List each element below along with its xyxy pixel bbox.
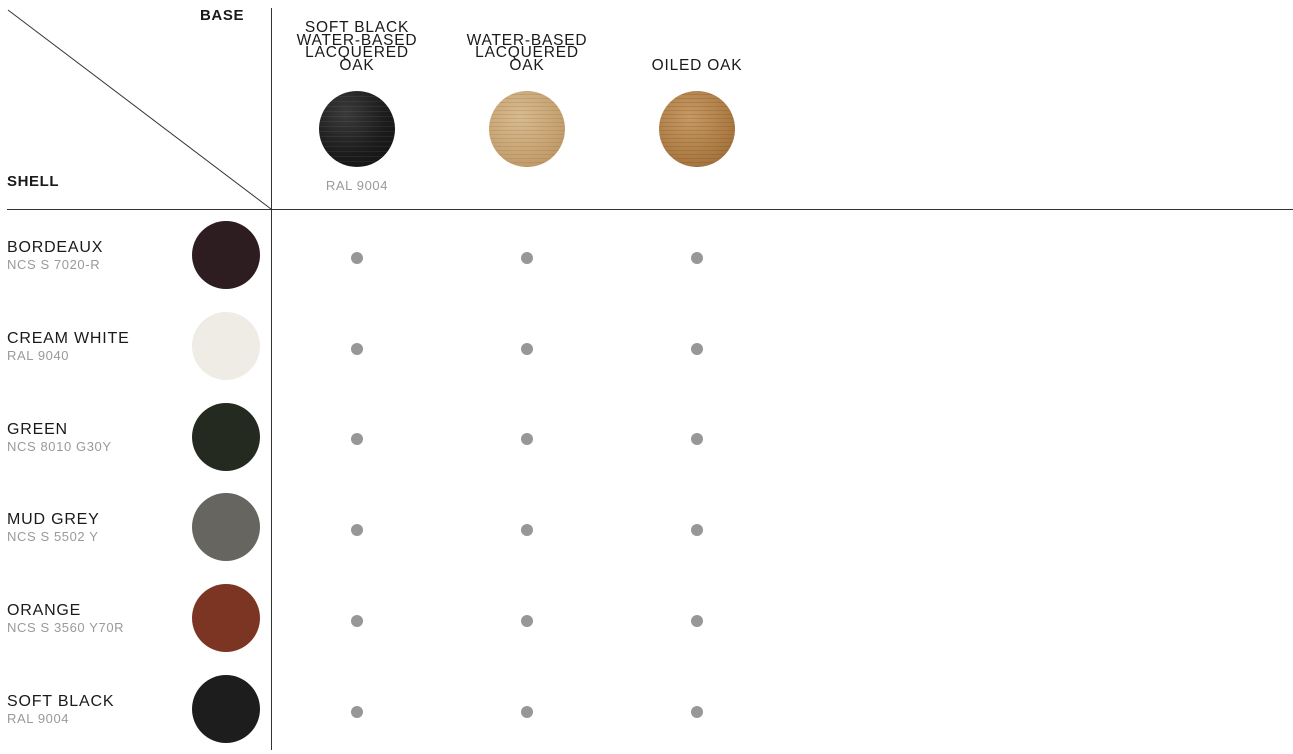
shell-name: GREEN bbox=[7, 421, 68, 438]
availability-dot bbox=[521, 524, 533, 536]
base-title-line: LACQUERED bbox=[305, 44, 409, 61]
base-title-line: WATER-BASED bbox=[296, 31, 418, 49]
shell-row-bordeaux: BORDEAUX NCS S 7020-R bbox=[0, 210, 1293, 300]
vertical-divider bbox=[271, 8, 272, 750]
oiled-oak-swatch[interactable] bbox=[659, 91, 735, 167]
availability-dot bbox=[691, 433, 703, 445]
shell-row-orange: ORANGE NCS S 3560 Y70R bbox=[0, 573, 1293, 663]
base-title-line: OAK bbox=[339, 56, 375, 74]
base-title-line: SOFT BLACK bbox=[304, 19, 410, 36]
shell-name: BORDEAUX bbox=[7, 239, 104, 256]
availability-dot bbox=[351, 433, 363, 445]
base-title: OILED OAK bbox=[612, 8, 782, 74]
shell-color-code: NCS 8010 G30Y bbox=[7, 439, 112, 454]
base-title-line: WATER-BASED bbox=[466, 31, 588, 49]
shell-name: CREAM WHITE bbox=[7, 330, 130, 347]
availability-dot bbox=[691, 343, 703, 355]
availability-dot bbox=[691, 524, 703, 536]
base-title-line: OILED OAK bbox=[651, 56, 743, 74]
cream-white-swatch[interactable] bbox=[192, 312, 260, 380]
base-title-line: LACQUERED bbox=[475, 44, 579, 61]
corner-diagonal-divider bbox=[7, 9, 272, 210]
availability-dot bbox=[691, 252, 703, 264]
water-based-lacquered-oak-swatch[interactable] bbox=[489, 91, 565, 167]
soft-black-oak-swatch[interactable] bbox=[319, 91, 395, 167]
shell-color-code: NCS S 7020-R bbox=[7, 257, 101, 272]
green-swatch[interactable] bbox=[192, 403, 260, 471]
shell-name: ORANGE bbox=[7, 602, 82, 619]
availability-dot bbox=[351, 706, 363, 718]
shell-axis-label: SHELL bbox=[7, 173, 60, 190]
shell-color-code: RAL 9040 bbox=[7, 348, 70, 363]
shell-color-code: RAL 9004 bbox=[7, 711, 70, 726]
horizontal-divider bbox=[7, 209, 1293, 210]
availability-dot bbox=[351, 252, 363, 264]
shell-row-cream-white: CREAM WHITE RAL 9040 bbox=[0, 301, 1293, 391]
availability-dot bbox=[521, 252, 533, 264]
base-title: SOFT BLACK WATER-BASED LACQUERED OAK bbox=[272, 8, 442, 72]
shell-row-soft-black: SOFT BLACK RAL 9004 bbox=[0, 664, 1293, 754]
base-title-line: OAK bbox=[509, 56, 545, 74]
shell-name: SOFT BLACK bbox=[7, 693, 115, 710]
availability-dot bbox=[521, 615, 533, 627]
shell-color-code: NCS S 3560 Y70R bbox=[7, 620, 125, 635]
availability-dot bbox=[351, 524, 363, 536]
availability-dot bbox=[521, 706, 533, 718]
soft-black-swatch[interactable] bbox=[192, 675, 260, 743]
shell-row-mud-grey: MUD GREY NCS S 5502 Y bbox=[0, 482, 1293, 572]
availability-dot bbox=[691, 706, 703, 718]
orange-swatch[interactable] bbox=[192, 584, 260, 652]
availability-dot bbox=[351, 343, 363, 355]
base-title: WATER-BASED LACQUERED OAK bbox=[442, 8, 612, 74]
mud-grey-swatch[interactable] bbox=[192, 493, 260, 561]
availability-dot bbox=[691, 615, 703, 627]
availability-dot bbox=[521, 433, 533, 445]
bordeaux-swatch[interactable] bbox=[192, 221, 260, 289]
shell-row-green: GREEN NCS 8010 G30Y bbox=[0, 392, 1293, 482]
availability-dot bbox=[521, 343, 533, 355]
availability-dot bbox=[351, 615, 363, 627]
shell-color-code: NCS S 5502 Y bbox=[7, 529, 99, 544]
shell-name: MUD GREY bbox=[7, 511, 100, 528]
base-color-code: RAL 9004 bbox=[325, 178, 389, 193]
base-axis-label: BASE bbox=[200, 7, 245, 24]
